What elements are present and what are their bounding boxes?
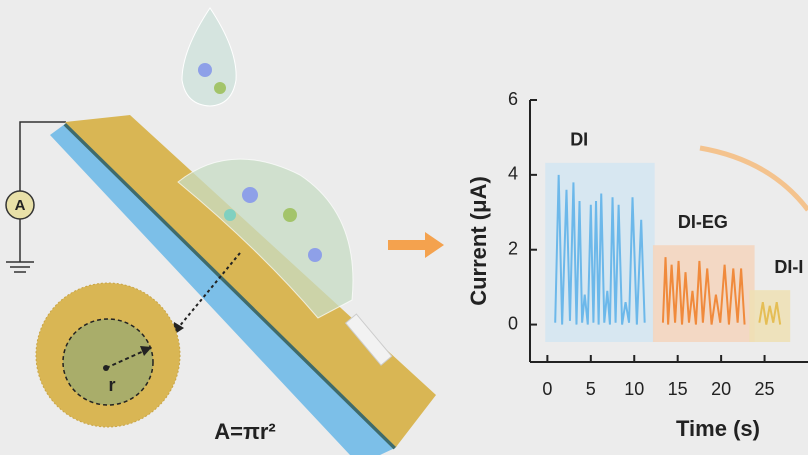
contact-area	[62, 318, 154, 406]
series-line	[554, 174, 646, 325]
substrate-edge	[63, 122, 397, 450]
radius	[105, 349, 147, 369]
area-formula: A=πr²	[214, 419, 275, 444]
particle	[308, 248, 322, 262]
x-tick-label: 0	[542, 379, 552, 399]
falling-drop	[181, 7, 237, 107]
y-tick-label: 6	[508, 89, 518, 109]
ammeter-label: A	[15, 197, 26, 214]
arrow-head	[140, 346, 152, 356]
radius-label: r	[108, 375, 115, 395]
substrate-side	[50, 124, 395, 455]
process-arrow	[388, 232, 444, 258]
x-tick-label: 20	[711, 379, 731, 399]
substrate-top	[65, 115, 436, 447]
series-line	[758, 301, 782, 325]
particle	[198, 63, 212, 77]
series-label: DI-EG	[678, 212, 728, 232]
y-axis-label: Current (μA)	[466, 176, 491, 306]
series-label: DI-I	[774, 257, 803, 277]
wire	[19, 121, 66, 191]
x-tick-label: 15	[668, 379, 688, 399]
y-tick-label: 4	[508, 164, 518, 184]
particle	[283, 208, 297, 222]
x-axis-label: Time (s)	[676, 416, 760, 441]
ammeter	[5, 190, 35, 220]
trend-arc	[699, 145, 808, 212]
y-tick-label: 2	[508, 238, 518, 258]
y-tick-label: 0	[508, 313, 518, 333]
series-background	[749, 290, 791, 342]
particle	[242, 187, 258, 203]
droplet	[177, 158, 354, 319]
series-line	[661, 257, 746, 325]
particle	[214, 82, 226, 94]
x-tick-label: 10	[624, 379, 644, 399]
zoom-arrow	[177, 252, 241, 329]
x-tick-label: 25	[755, 379, 775, 399]
x-tick-label: 5	[586, 379, 596, 399]
particle	[224, 209, 236, 221]
electrode	[344, 313, 393, 366]
series-label: DI	[570, 130, 588, 150]
